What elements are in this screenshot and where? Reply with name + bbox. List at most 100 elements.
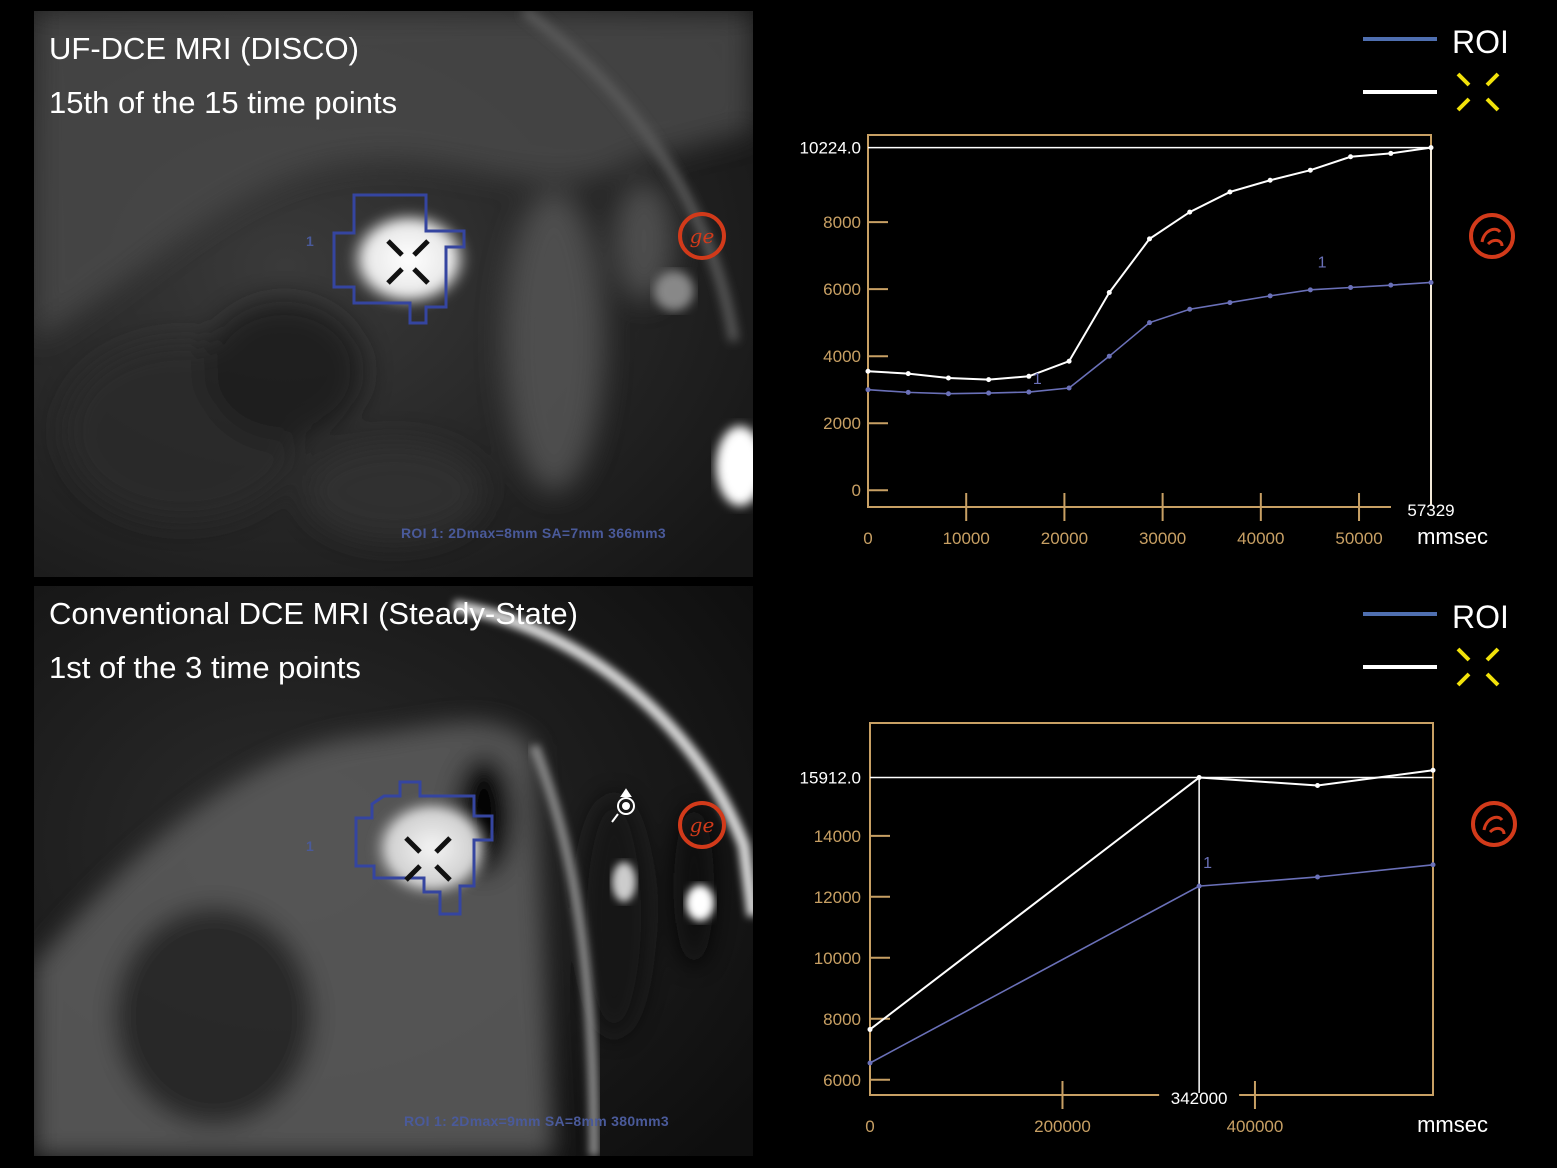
x-tick-label: 0 — [863, 529, 872, 548]
crosshair-marker-1 — [386, 239, 430, 285]
roi-outline-2 — [354, 780, 494, 916]
legend-roi-line — [1363, 612, 1437, 616]
marker-series-point — [1267, 177, 1273, 183]
y-tick-label: 4000 — [823, 347, 861, 366]
roi-series-point — [1430, 862, 1436, 868]
yellow-cross-marker-icon — [1456, 72, 1500, 112]
chart-conventional-dce: 6000 8000 10000 12000 14000 0 200000 400000 mmse… — [800, 722, 1517, 1137]
series-label: 1 — [1318, 254, 1327, 271]
reference-y-label: 10224.0 — [800, 139, 861, 158]
x-tick-label: 50000 — [1335, 529, 1382, 548]
x-tick-label: 40000 — [1237, 529, 1284, 548]
marker-series-point — [1106, 290, 1112, 296]
mri-image-panel-1: UF-DCE MRI (DISCO) 15th of the 15 time p… — [34, 11, 753, 577]
marker-series-point — [865, 368, 871, 374]
roi-series-point — [986, 390, 992, 396]
y-tick-label: 6000 — [823, 1071, 861, 1090]
legend-roi-line — [1363, 37, 1437, 41]
roi-tag-1: 1 — [306, 233, 315, 249]
x-axis-label: mmsec — [1417, 524, 1488, 549]
legend-roi-label: ROI — [1452, 24, 1509, 60]
x-tick-label: 400000 — [1227, 1117, 1284, 1136]
mouse-cursor-icon — [611, 788, 635, 823]
roi-series-point — [945, 391, 951, 397]
roi-series-point — [1196, 883, 1202, 889]
marker-series-point — [986, 377, 992, 383]
y-tick-label: 8000 — [823, 1010, 861, 1029]
ge-logo-icon — [1471, 801, 1517, 847]
y-tick-label: 0 — [852, 481, 861, 500]
roi-series-point — [1147, 320, 1153, 326]
y-tick-label: 8000 — [823, 213, 861, 232]
panel-2-subtitle: 1st of the 3 time points — [49, 650, 361, 685]
plot-frame — [867, 134, 1432, 508]
marker-series-point — [1227, 189, 1233, 195]
y-tick-label: 14000 — [814, 827, 861, 846]
yellow-cross-marker-icon — [1456, 647, 1500, 687]
marker-series-point — [1147, 236, 1153, 242]
y-tick-label: 2000 — [823, 414, 861, 433]
roi-series-point — [867, 1060, 873, 1066]
legend-roi-label: ROI — [1452, 599, 1509, 635]
marker-series-point — [867, 1026, 873, 1032]
roi-series-point — [905, 389, 911, 395]
marker-series-point — [1026, 373, 1032, 379]
x-tick-label: 30000 — [1139, 529, 1186, 548]
roi-series-point — [1187, 306, 1193, 312]
roi-series-point — [865, 387, 871, 393]
reference-x-label: 57329 — [1407, 501, 1454, 520]
roi-series-point — [1428, 279, 1434, 285]
roi-outline-1 — [332, 193, 466, 325]
mri-image-2 — [34, 586, 753, 1156]
marker-series-point — [1430, 767, 1436, 773]
y-tick-label: 10000 — [814, 949, 861, 968]
ge-logo-script — [1482, 815, 1506, 835]
roi-series-point — [1106, 353, 1112, 359]
marker-series-point — [945, 375, 951, 381]
roi-series-point — [1227, 300, 1233, 306]
roi-stats-caption-2: ROI 1: 2Dmax=9mm SA=8mm 380mm3 — [404, 1113, 670, 1129]
plot-frame — [869, 722, 1434, 1096]
marker-series-point — [1066, 358, 1072, 364]
x-tick-label: 20000 — [1041, 529, 1088, 548]
legend-marker-line — [1363, 665, 1437, 669]
series-label: 1 — [1033, 371, 1042, 388]
roi-series-point — [1348, 284, 1354, 290]
panel-1-subtitle: 15th of the 15 time points — [49, 85, 398, 120]
roi-series-point — [1026, 389, 1032, 395]
roi-series-point — [1066, 385, 1072, 391]
roi-series-line — [869, 863, 1434, 1064]
ge-logo-icon — [1469, 213, 1515, 259]
ge-logo-ring — [1471, 801, 1517, 847]
ge-logo-script — [1480, 227, 1504, 247]
marker-series-point — [1348, 154, 1354, 160]
panel-1-title: UF-DCE MRI (DISCO) — [49, 31, 359, 66]
roi-tag-2: 1 — [306, 838, 315, 854]
x-tick-label: 0 — [865, 1117, 874, 1136]
y-tick-label: 6000 — [823, 280, 861, 299]
roi-series-point — [1307, 287, 1313, 293]
crosshair-marker-2 — [404, 836, 452, 882]
mri-image-1 — [34, 11, 753, 577]
mri-image-panel-2: Conventional DCE MRI (Steady-State) 1st … — [34, 586, 753, 1156]
series-label: 1 — [1203, 855, 1212, 872]
marker-series-point — [1196, 775, 1202, 781]
marker-series-point — [1187, 209, 1193, 215]
roi-series-point — [1267, 293, 1273, 299]
y-tick-label: 12000 — [814, 888, 861, 907]
x-tick-label: 10000 — [943, 529, 990, 548]
marker-series-point — [1388, 150, 1394, 156]
roi-series-line — [867, 281, 1432, 395]
ge-logo-ring — [1469, 213, 1515, 259]
ge-logo-icon: ge — [678, 801, 726, 849]
svg-text:ge: ge — [690, 813, 715, 837]
marker-series-line — [867, 146, 1432, 381]
svg-text:ge: ge — [690, 224, 715, 248]
x-axis-label: mmsec — [1417, 1112, 1488, 1137]
legend-marker-line — [1363, 90, 1437, 94]
roi-series-point — [1315, 874, 1321, 880]
roi-stats-caption-1: ROI 1: 2Dmax=8mm SA=7mm 366mm3 — [401, 525, 667, 541]
marker-series-point — [1428, 145, 1434, 151]
panel-2-title: Conventional DCE MRI (Steady-State) — [49, 596, 578, 631]
x-tick-label: 200000 — [1034, 1117, 1091, 1136]
